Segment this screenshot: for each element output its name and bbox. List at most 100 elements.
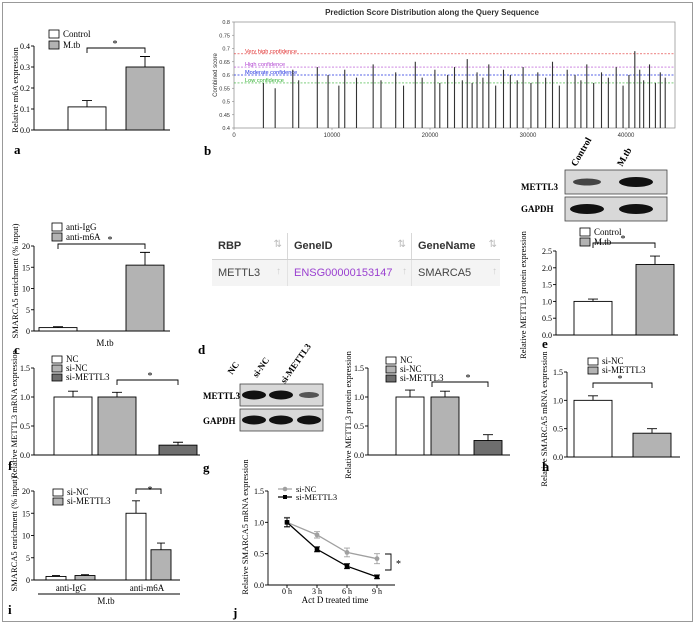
x-tick-label-b: 40000 <box>618 133 635 139</box>
point-j-si-METTL3 <box>344 563 350 569</box>
bar-i-anti-IgG-si-METTL3 <box>74 575 96 581</box>
table-header-rbp[interactable]: RBP ⇅ <box>212 233 288 259</box>
sort-up-arrow-icon: ↑ <box>492 266 497 277</box>
sort-up-arrow-icon: ↑ <box>402 266 407 277</box>
x-axis-label-j: Act D treated time <box>302 595 369 605</box>
lane-label-mtb-e: M.tb <box>616 146 635 168</box>
significance-bracket-g <box>431 381 489 387</box>
blot-band-si-mettl3-mettl3-g <box>299 392 319 398</box>
table-header-genename[interactable]: GeneName ⇅ <box>412 233 500 259</box>
y-axis-j: 0.0 0.5 1.0 1.5 <box>254 487 395 590</box>
y-axis-label-i: SMARCA5 enrichment (% input) <box>9 476 19 591</box>
point-j-si-METTL3 <box>284 520 290 525</box>
significance-star-g: * <box>466 373 471 384</box>
y-tick-label-c: 5 <box>26 306 30 315</box>
y-tick-label-b: 0.55 <box>219 86 230 92</box>
errorbar-i-anti-m6A-si-NC <box>132 500 140 514</box>
significance-star-h: * <box>618 374 623 385</box>
legend-label-mtb-e: M.tb <box>594 237 612 247</box>
bar-f-nc <box>53 396 93 456</box>
errorbar-a-control <box>82 100 92 107</box>
bar-c-anti-igg <box>38 327 78 332</box>
panel-label-a: a <box>14 142 21 157</box>
legend-swatch-si-mettl3-i <box>52 497 64 506</box>
y-tick-label-e: 0.0 <box>542 331 552 340</box>
legend-marker-si-nc-j <box>282 486 288 492</box>
errorbar-f-nc <box>68 390 78 397</box>
sort-arrows-icon[interactable]: ⇅ <box>397 239 406 250</box>
errorbar-f-si-mettl3 <box>173 441 183 446</box>
errorbar-g-si-mettl3 <box>483 434 493 441</box>
lane-label-control-e: Control <box>570 136 595 169</box>
panel-label-h: h <box>542 459 550 474</box>
bar-e-mtb <box>635 263 675 336</box>
bar-c-anti-m6a <box>125 264 165 332</box>
blot-band-mtb-mettl3-e <box>619 177 653 187</box>
y-tick-label-i: 10 <box>22 532 30 541</box>
errorbar-e-control <box>588 298 598 302</box>
x-axis-label-c: M.tb <box>96 338 114 348</box>
blot-band-control-mettl3-e <box>573 178 601 186</box>
y-axis-label-c: SMARCA5 enrichment (% input) <box>10 223 20 338</box>
legend-swatch-si-nc-h <box>587 357 599 366</box>
significance-star-f: * <box>148 371 153 382</box>
significance-bracket-e <box>592 242 656 248</box>
y-tick-label-c: 0 <box>26 327 30 336</box>
y-tick-label-f: 0.5 <box>20 422 30 431</box>
gene-id-link[interactable]: ENSG00000153147 <box>294 267 393 279</box>
significance-bracket-c <box>57 243 146 249</box>
y-tick-label-f: 1.0 <box>20 393 30 402</box>
significance-star-e: * <box>621 234 626 245</box>
legend-swatch-si-nc-i <box>52 488 64 497</box>
legend-swatch-mtb-e <box>579 237 591 247</box>
score-bars-b <box>262 51 666 128</box>
errorbar-f-si-nc <box>112 391 122 397</box>
panel-label-f: f <box>8 458 13 473</box>
table-header-geneid[interactable]: GeneID ⇅ <box>288 233 412 259</box>
blot-band-si-mettl3-gapdh-g <box>297 415 321 425</box>
panel-label-c: c <box>14 342 20 357</box>
y-tick-label-h: 1.5 <box>553 368 563 377</box>
legend-swatch-nc-g <box>385 356 397 365</box>
y-tick-label-j: 1.5 <box>254 487 264 496</box>
legend-label-si-nc-j: si-NC <box>296 484 317 494</box>
threshold-label-3: Low confidence <box>245 78 284 84</box>
y-tick-label-h: 0.0 <box>553 453 563 462</box>
y-tick-label-g: 0.5 <box>354 422 364 431</box>
y-tick-label-e: 2.0 <box>542 264 552 273</box>
table-header-label-rbp: RBP <box>218 240 242 252</box>
y-tick-label-b: 0.7 <box>222 47 230 53</box>
sort-arrows-icon[interactable]: ⇅ <box>488 239 497 250</box>
y-tick-label-i: 5 <box>26 554 30 563</box>
y-axis-label-j: Relative SMARCA5 mRNA expression <box>240 459 250 595</box>
legend-swatch-si-nc-g <box>385 365 397 374</box>
legend-marker-si-mettl3-j <box>283 495 287 499</box>
y-axis-label-a: Relative m6A expression <box>10 47 20 133</box>
y-tick-label-g: 1.0 <box>354 393 364 402</box>
y-tick-label-c: 20 <box>22 242 30 251</box>
legend-swatch-si-mettl3-f <box>51 373 63 382</box>
bar-i-anti-IgG-si-NC <box>45 575 67 581</box>
table-row: METTL3 ↑ ENSG00000153147 ↑ SMARCA5 ↑ <box>212 260 500 286</box>
table-cell-geneid[interactable]: ENSG00000153147 ↑ <box>288 260 412 286</box>
y-tick-label-b: 0.6 <box>222 73 230 79</box>
blot-band-si-nc-mettl3-g <box>269 390 293 400</box>
sort-arrows-icon[interactable]: ⇅ <box>273 239 282 250</box>
legend-label-anti-igg-c: anti-IgG <box>66 222 97 232</box>
bar-h-si-mettl3 <box>632 432 672 458</box>
legend-swatch-nc-f <box>51 355 63 364</box>
y-tick-label-b: 0.75 <box>219 33 230 39</box>
legend-label-si-nc-g: si-NC <box>400 364 422 374</box>
table-header-row: RBP ⇅ GeneID ⇅ GeneName ⇅ <box>212 233 500 260</box>
legend-swatch-control <box>48 29 60 39</box>
y-tick-label-b: 0.65 <box>219 60 230 66</box>
panel-label-g: g <box>203 460 210 475</box>
legend-label-si-nc-f: si-NC <box>66 363 88 373</box>
legend-swatch-anti-igg-c <box>51 222 63 232</box>
point-j-si-METTL3 <box>374 574 380 580</box>
significance-star-j: * <box>396 559 401 570</box>
legend-swatch-mtb <box>48 40 60 50</box>
panel-b: Prediction Score Distribution along the … <box>204 8 676 158</box>
errorbar-g-nc <box>405 389 415 397</box>
y-tick-label-a: 0.4 <box>20 42 30 51</box>
